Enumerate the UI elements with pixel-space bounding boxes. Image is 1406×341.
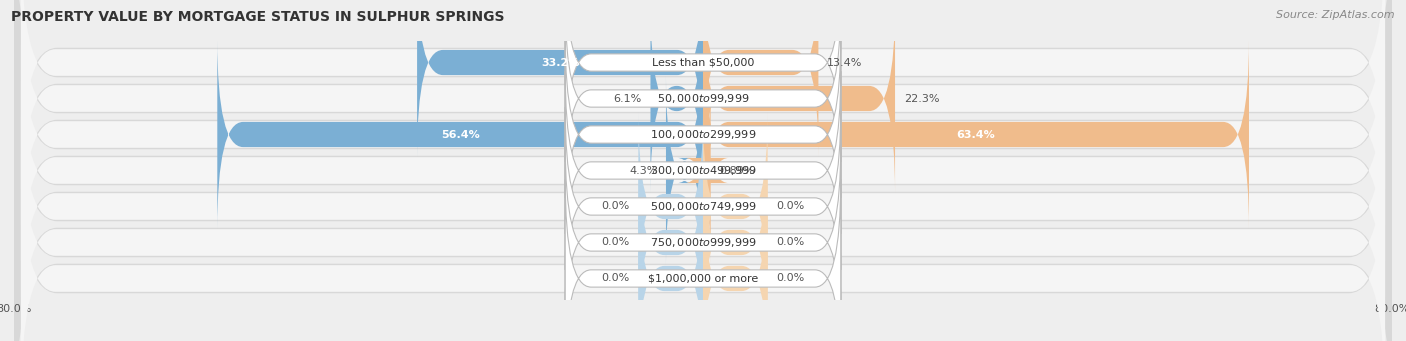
FancyBboxPatch shape: [21, 0, 1385, 193]
Text: Less than $50,000: Less than $50,000: [652, 58, 754, 68]
FancyBboxPatch shape: [14, 0, 1392, 264]
Text: 0.0%: 0.0%: [602, 202, 630, 211]
Text: $50,000 to $99,999: $50,000 to $99,999: [657, 92, 749, 105]
FancyBboxPatch shape: [14, 41, 1392, 341]
Text: Source: ZipAtlas.com: Source: ZipAtlas.com: [1277, 10, 1395, 20]
Legend: Without Mortgage, With Mortgage: Without Mortgage, With Mortgage: [586, 340, 820, 341]
FancyBboxPatch shape: [14, 113, 1392, 341]
Text: PROPERTY VALUE BY MORTGAGE STATUS IN SULPHUR SPRINGS: PROPERTY VALUE BY MORTGAGE STATUS IN SUL…: [11, 10, 505, 24]
Text: 0.89%: 0.89%: [720, 165, 755, 176]
Text: $750,000 to $999,999: $750,000 to $999,999: [650, 236, 756, 249]
Text: 33.2%: 33.2%: [541, 58, 579, 68]
FancyBboxPatch shape: [14, 0, 1392, 228]
Text: 6.1%: 6.1%: [613, 93, 643, 104]
FancyBboxPatch shape: [703, 39, 1249, 230]
FancyBboxPatch shape: [703, 3, 896, 194]
Text: $300,000 to $499,999: $300,000 to $499,999: [650, 164, 756, 177]
FancyBboxPatch shape: [565, 0, 841, 198]
FancyBboxPatch shape: [21, 4, 1385, 265]
Text: 22.3%: 22.3%: [904, 93, 939, 104]
FancyBboxPatch shape: [14, 5, 1392, 336]
Text: 0.0%: 0.0%: [776, 273, 804, 283]
FancyBboxPatch shape: [218, 39, 703, 230]
FancyBboxPatch shape: [638, 111, 703, 302]
FancyBboxPatch shape: [685, 75, 728, 266]
Text: $100,000 to $299,999: $100,000 to $299,999: [650, 128, 756, 141]
Text: 0.0%: 0.0%: [776, 237, 804, 248]
FancyBboxPatch shape: [703, 147, 768, 338]
FancyBboxPatch shape: [21, 148, 1385, 341]
Text: $1,000,000 or more: $1,000,000 or more: [648, 273, 758, 283]
FancyBboxPatch shape: [21, 112, 1385, 341]
Text: 0.0%: 0.0%: [602, 237, 630, 248]
FancyBboxPatch shape: [638, 147, 703, 338]
Text: 0.0%: 0.0%: [776, 202, 804, 211]
FancyBboxPatch shape: [418, 0, 703, 158]
FancyBboxPatch shape: [703, 111, 768, 302]
FancyBboxPatch shape: [651, 3, 703, 194]
FancyBboxPatch shape: [703, 183, 768, 341]
FancyBboxPatch shape: [565, 0, 841, 162]
Text: 56.4%: 56.4%: [440, 130, 479, 139]
Text: 63.4%: 63.4%: [956, 130, 995, 139]
FancyBboxPatch shape: [565, 179, 841, 341]
FancyBboxPatch shape: [565, 35, 841, 234]
FancyBboxPatch shape: [565, 71, 841, 270]
Text: 13.4%: 13.4%: [827, 58, 862, 68]
Text: $500,000 to $749,999: $500,000 to $749,999: [650, 200, 756, 213]
FancyBboxPatch shape: [14, 0, 1392, 300]
FancyBboxPatch shape: [565, 107, 841, 306]
FancyBboxPatch shape: [21, 0, 1385, 229]
FancyBboxPatch shape: [14, 77, 1392, 341]
Text: 4.3%: 4.3%: [628, 165, 658, 176]
FancyBboxPatch shape: [565, 143, 841, 341]
FancyBboxPatch shape: [703, 0, 818, 158]
FancyBboxPatch shape: [21, 76, 1385, 337]
FancyBboxPatch shape: [666, 75, 703, 266]
FancyBboxPatch shape: [638, 183, 703, 341]
FancyBboxPatch shape: [21, 40, 1385, 301]
Text: 0.0%: 0.0%: [602, 273, 630, 283]
